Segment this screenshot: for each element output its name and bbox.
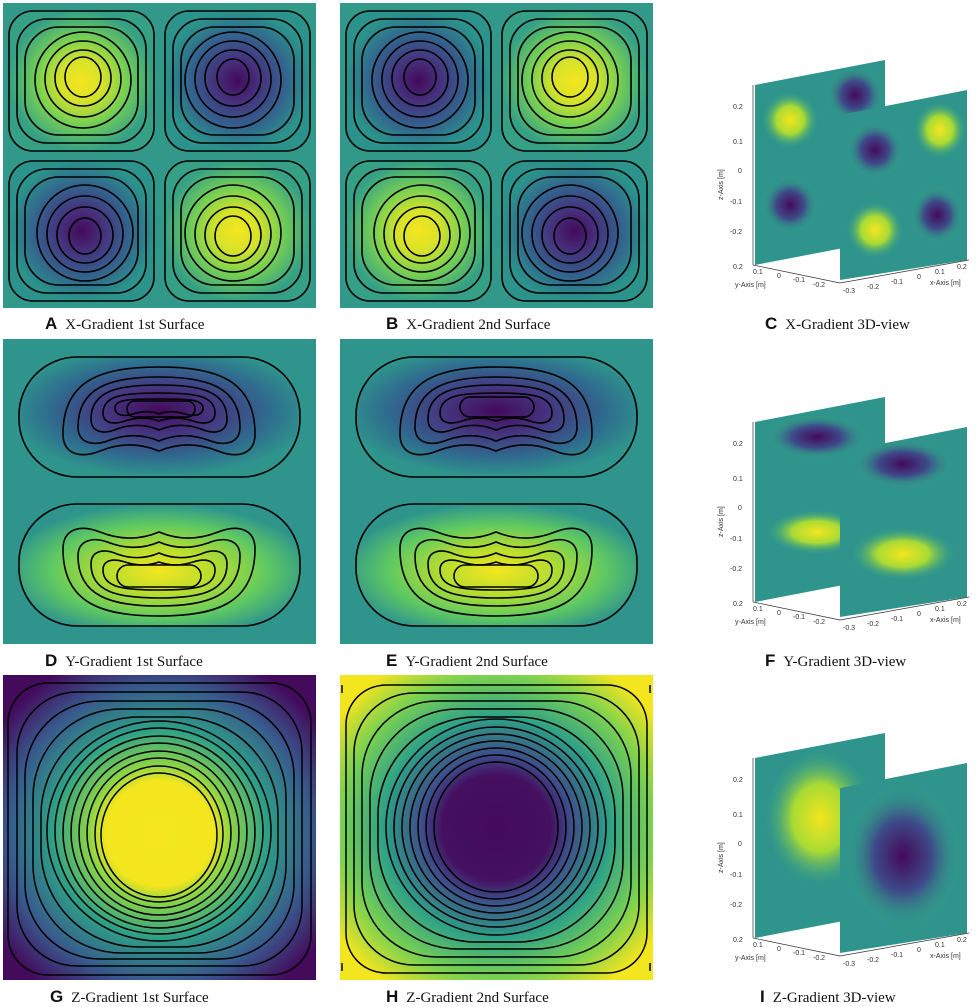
caption-f: F Y-Gradient 3D-view: [765, 651, 907, 670]
contour-plot-g: [3, 675, 316, 980]
x-axis-label: x-Axis [m]: [930, 953, 961, 960]
panel-i-z-gradient-3d-view: 0.2 0.1 0 -0.1 -0.2 z-Axis [m] 0.2 0.1 0…: [705, 728, 975, 968]
y-axis-label: y-Axis [m]: [735, 282, 766, 289]
y-tick: -0.1: [793, 614, 805, 621]
x-tick: 0.1: [935, 269, 945, 276]
x-axis-label: x-Axis [m]: [930, 617, 961, 624]
contour-lines: [7, 682, 312, 976]
caption-a: A X-Gradient 1st Surface: [45, 314, 205, 333]
y-axis-label: y-Axis [m]: [735, 619, 766, 626]
x-tick: -0.1: [891, 616, 903, 623]
contour-lines: [355, 356, 638, 627]
caption-e: E Y-Gradient 2nd Surface: [386, 651, 548, 670]
z-tick: -0.1: [730, 536, 742, 543]
contour-plot-b: [340, 3, 653, 308]
x-tick: 0: [917, 947, 921, 954]
y-axis-label: y-Axis [m]: [735, 955, 766, 962]
z-tick: 0: [738, 168, 742, 175]
contour-plot-e: [340, 339, 653, 644]
contour-plot-h: [340, 675, 653, 980]
y-tick: 0.1: [753, 606, 763, 613]
contour-plot-a: [3, 3, 316, 308]
x-tick: -0.2: [867, 284, 879, 291]
view3d-f: 0.2 0.1 0 -0.1 -0.2 z-Axis [m] 0.2 0.1 0…: [718, 397, 970, 632]
x-tick: 0: [917, 274, 921, 281]
caption-d: D Y-Gradient 1st Surface: [45, 651, 203, 670]
z-tick: 0.1: [733, 476, 743, 483]
contour-lines: [18, 356, 301, 627]
x-tick: 0: [917, 611, 921, 618]
y-tick: 0.2: [733, 601, 743, 608]
contour-lines: [8, 10, 311, 302]
y-tick: 0.2: [733, 264, 743, 271]
x-tick: -0.2: [867, 621, 879, 628]
x-tick: -0.3: [843, 625, 855, 632]
z-axis-label: z-Axis [m]: [718, 842, 725, 873]
view3d-c: 0.2 0.1 0 -0.1 -0.2 z-Axis [m] 0.2 0.1 0…: [718, 60, 970, 295]
z-tick: -0.1: [730, 199, 742, 206]
caption-i: I Z-Gradient 3D-view: [760, 987, 896, 1006]
view3d-i: 0.2 0.1 0 -0.1 -0.2 z-Axis [m] 0.2 0.1 0…: [718, 733, 970, 968]
panel-e-y-gradient-2nd-surface: [340, 339, 653, 644]
x-tick: 0.2: [957, 264, 967, 271]
y-tick: 0.1: [753, 269, 763, 276]
y-tick: -0.1: [793, 950, 805, 957]
contour-lines: [345, 10, 648, 302]
y-tick: 0: [777, 273, 781, 280]
x-tick: 0.2: [957, 937, 967, 944]
x-axis-label: x-Axis [m]: [930, 280, 961, 287]
x-tick: -0.1: [891, 952, 903, 959]
y-tick: -0.1: [793, 277, 805, 284]
caption-c: C X-Gradient 3D-view: [765, 314, 910, 333]
y-tick: 0.1: [753, 942, 763, 949]
y-tick: 0.2: [733, 937, 743, 944]
z-tick: 0.1: [733, 139, 743, 146]
z-tick: 0.2: [733, 441, 743, 448]
panel-g-z-gradient-1st-surface: [3, 675, 316, 980]
x-tick: 0.1: [935, 942, 945, 949]
panel-d-y-gradient-1st-surface: [3, 339, 316, 644]
lobe-bottom-left-purple: [9, 161, 154, 301]
x-tick: 0.1: [935, 606, 945, 613]
z-tick: -0.1: [730, 872, 742, 879]
caption-h: H Z-Gradient 2nd Surface: [386, 987, 549, 1006]
panel-c-x-gradient-3d-view: 0.2 0.1 0 -0.1 -0.2 z-Axis [m] 0.2 0.1 0…: [705, 55, 975, 295]
x-tick: -0.2: [867, 957, 879, 964]
caption-g: G Z-Gradient 1st Surface: [50, 987, 209, 1006]
y-tick: 0: [777, 610, 781, 617]
y-tick: 0: [777, 946, 781, 953]
x-tick: 0.2: [957, 601, 967, 608]
z-tick: -0.2: [730, 229, 742, 236]
z-tick: 0.1: [733, 812, 743, 819]
z-axis-label: z-Axis [m]: [718, 506, 725, 537]
z-tick: -0.2: [730, 566, 742, 573]
z-tick: 0.2: [733, 777, 743, 784]
x-tick: -0.3: [843, 288, 855, 295]
caption-b: B X-Gradient 2nd Surface: [386, 314, 551, 333]
panel-a-x-gradient-1st-surface: [3, 3, 316, 308]
z-tick: 0: [738, 841, 742, 848]
y-tick: -0.2: [813, 619, 825, 626]
y-tick: -0.2: [813, 955, 825, 962]
x-tick: -0.3: [843, 961, 855, 968]
contour-plot-d: [3, 339, 316, 644]
z-tick: 0: [738, 505, 742, 512]
z-tick: -0.2: [730, 902, 742, 909]
z-axis-label: z-Axis [m]: [718, 169, 725, 200]
z-tick: 0.2: [733, 104, 743, 111]
panel-f-y-gradient-3d-view: 0.2 0.1 0 -0.1 -0.2 z-Axis [m] 0.2 0.1 0…: [705, 392, 975, 632]
panel-b-x-gradient-2nd-surface: [340, 3, 653, 308]
y-tick: -0.2: [813, 282, 825, 289]
contour-lines: [341, 684, 651, 974]
panel-h-z-gradient-2nd-surface: [340, 675, 653, 980]
x-tick: -0.1: [891, 279, 903, 286]
